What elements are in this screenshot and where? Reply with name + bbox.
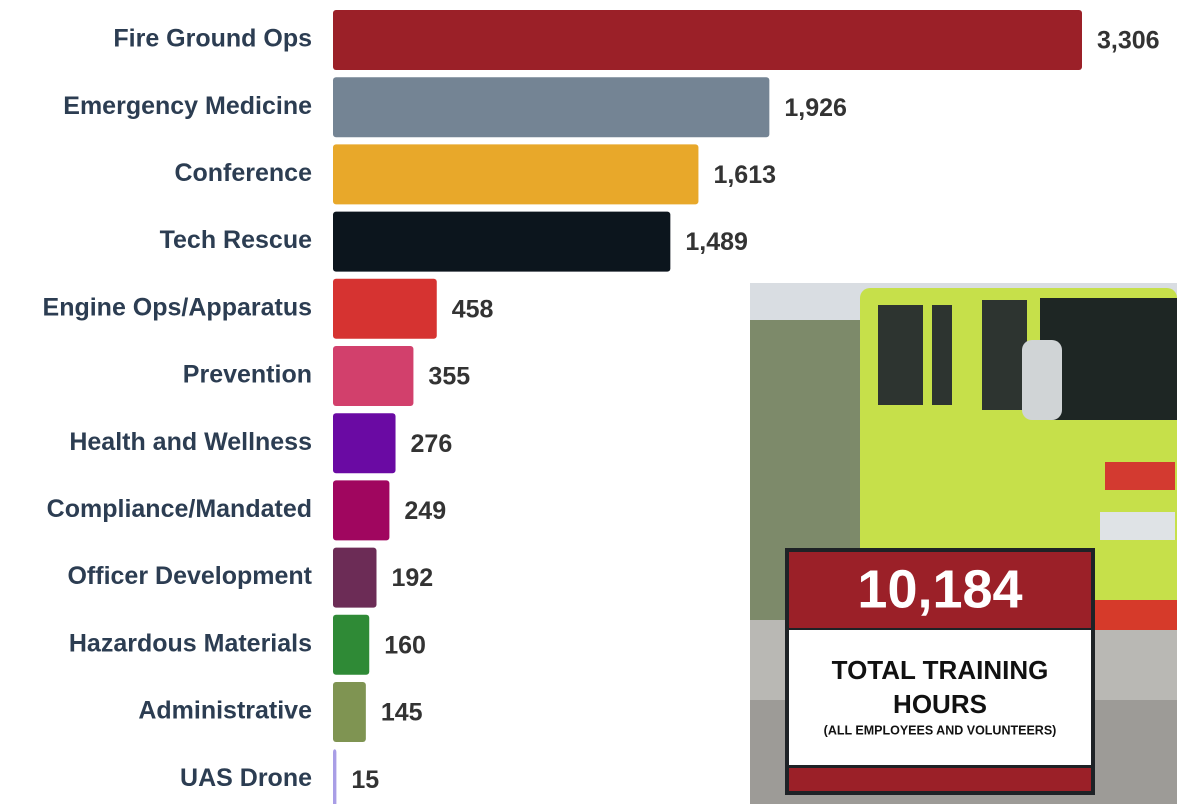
category-label: Conference	[174, 159, 312, 187]
category-label: Compliance/Mandated	[47, 495, 312, 523]
category-label: Officer Development	[67, 562, 312, 590]
window	[982, 300, 1027, 410]
callout-bottom	[789, 768, 1091, 791]
window	[878, 305, 923, 405]
stripe	[1095, 600, 1177, 630]
value-label: 249	[404, 497, 446, 525]
value-label: 1,926	[784, 94, 847, 122]
category-label: Health and Wellness	[69, 428, 312, 456]
bar	[333, 413, 396, 473]
bar	[333, 144, 698, 204]
bar	[333, 279, 437, 339]
category-label: Administrative	[138, 697, 312, 725]
light	[1105, 462, 1175, 490]
category-label: Hazardous Materials	[69, 629, 312, 657]
bar	[333, 77, 769, 137]
light	[1100, 512, 1175, 540]
category-label: Prevention	[183, 361, 312, 389]
bar	[333, 548, 376, 608]
total-subtitle: (ALL EMPLOYEES AND VOLUNTEERS)	[824, 723, 1057, 737]
value-label: 145	[381, 699, 423, 727]
bar	[333, 682, 366, 742]
category-label: Engine Ops/Apparatus	[43, 293, 312, 321]
value-label: 355	[428, 363, 470, 391]
window	[932, 305, 952, 405]
total-value: 10,184	[857, 559, 1022, 619]
bar	[333, 346, 413, 406]
bar	[333, 749, 336, 804]
category-label: UAS Drone	[180, 764, 312, 792]
mirror	[1022, 340, 1062, 420]
value-label: 160	[384, 631, 426, 659]
value-label: 1,613	[713, 161, 776, 189]
category-label: Tech Rescue	[160, 226, 312, 254]
bar	[333, 615, 369, 675]
bar	[333, 212, 670, 272]
category-label: Emergency Medicine	[63, 92, 312, 120]
value-label: 458	[452, 295, 494, 323]
value-label: 1,489	[685, 228, 748, 256]
value-label: 192	[391, 564, 433, 592]
bar	[333, 10, 1082, 70]
category-label: Fire Ground Ops	[113, 25, 312, 53]
value-label: 276	[411, 430, 453, 458]
chart: Fire Ground Ops 3,306 Emergency Medicine 1,…	[0, 0, 1177, 804]
bar	[333, 480, 389, 540]
value-label: 15	[351, 766, 379, 794]
value-label: 3,306	[1097, 27, 1160, 55]
